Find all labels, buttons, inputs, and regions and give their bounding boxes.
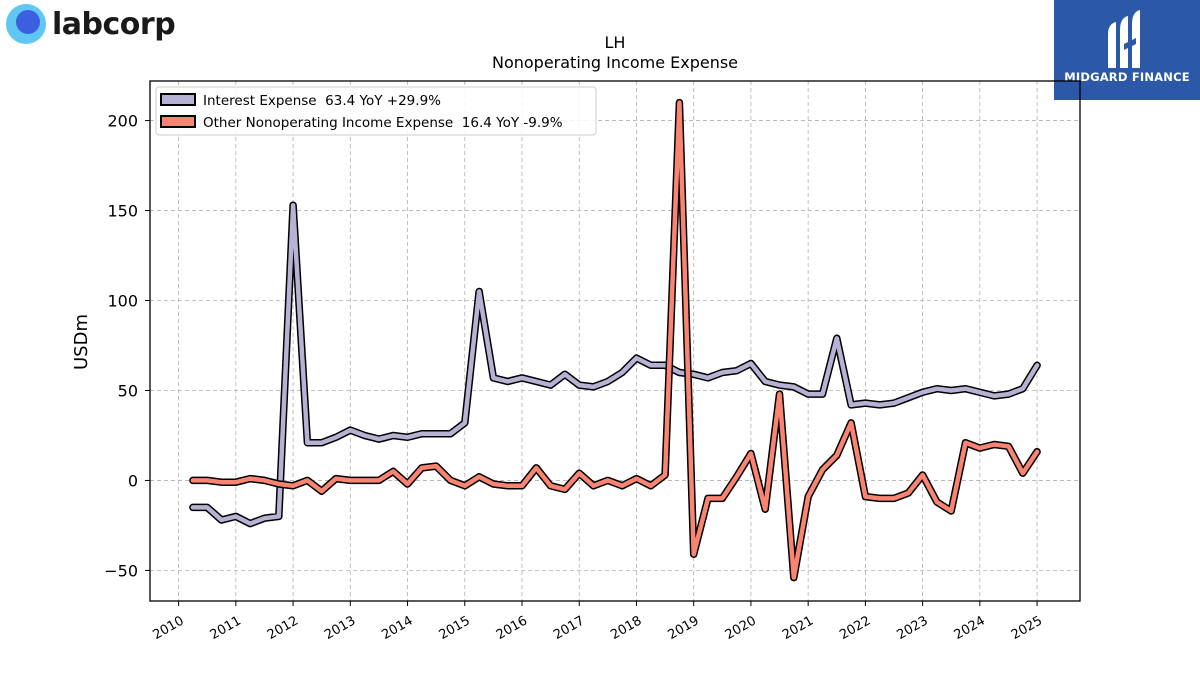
x-tick-label: 2019 bbox=[666, 613, 702, 643]
midgard-finance-logo: MIDGARD FINANCE bbox=[1054, 0, 1200, 100]
series-line-interest-expense bbox=[190, 202, 1040, 526]
x-tick-label: 2016 bbox=[494, 613, 530, 643]
labcorp-logo-text: labcorp bbox=[52, 6, 176, 42]
y-axis-label: USDm bbox=[71, 314, 92, 370]
x-tick-label: 2015 bbox=[437, 613, 473, 643]
x-tick-label: 2024 bbox=[952, 613, 988, 643]
legend-swatch-other-nonoperating bbox=[160, 115, 196, 128]
chart-subtitle: Nonoperating Income Expense bbox=[492, 53, 738, 72]
x-tick-label: 2012 bbox=[265, 613, 301, 643]
x-tick-label: 2013 bbox=[322, 613, 358, 643]
x-tick-label: 2021 bbox=[780, 613, 816, 643]
x-tick-label: 2010 bbox=[150, 613, 186, 643]
y-tick-label: 50 bbox=[118, 381, 138, 400]
midgard-logo-text: MIDGARD FINANCE bbox=[1064, 70, 1190, 84]
y-tick-label: 200 bbox=[107, 112, 138, 131]
x-tick-label: 2023 bbox=[894, 613, 930, 643]
series-lines bbox=[189, 98, 1041, 582]
x-tick-label: 2025 bbox=[1009, 613, 1045, 643]
series-line-other-nonoperating-income-expense bbox=[190, 100, 1040, 580]
x-tick-label: 2017 bbox=[551, 613, 587, 643]
x-tick-label: 2011 bbox=[208, 613, 244, 643]
labcorp-logo: labcorp bbox=[6, 4, 176, 44]
x-tick-label: 2020 bbox=[723, 613, 759, 643]
legend-swatch-interest-expense bbox=[160, 93, 196, 106]
x-tick-label: 2018 bbox=[608, 613, 644, 643]
legend-label-other-nonoperating: Other Nonoperating Income Expense 16.4 Y… bbox=[203, 115, 563, 131]
legend-box bbox=[155, 86, 597, 136]
labcorp-logo-mark bbox=[6, 4, 46, 44]
legend-label-interest-expense: Interest Expense 63.4 YoY +29.9% bbox=[203, 93, 441, 109]
grid bbox=[150, 81, 1080, 601]
y-tick-label: 100 bbox=[107, 292, 138, 311]
legend: Interest Expense 63.4 YoY +29.9% Other N… bbox=[155, 86, 597, 136]
y-tick-label: −50 bbox=[104, 561, 138, 580]
y-tick-label: 0 bbox=[128, 471, 138, 490]
midgard-logo-icon bbox=[1108, 10, 1140, 68]
x-tick-label: 2022 bbox=[837, 613, 873, 643]
series-outline-interest-expense bbox=[189, 201, 1041, 528]
series-outline-other-nonoperating-income-expense bbox=[189, 98, 1041, 582]
plot-frame bbox=[149, 80, 1081, 602]
x-tick-label: 2014 bbox=[379, 613, 415, 643]
chart-title: LH bbox=[605, 33, 626, 52]
y-tick-label: 150 bbox=[107, 202, 138, 221]
